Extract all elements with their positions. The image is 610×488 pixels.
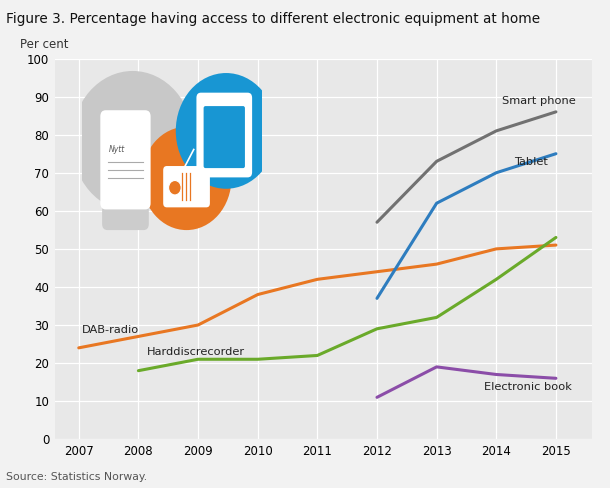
Circle shape — [168, 181, 181, 195]
FancyBboxPatch shape — [100, 110, 151, 209]
FancyBboxPatch shape — [196, 93, 252, 178]
FancyBboxPatch shape — [102, 187, 149, 230]
FancyBboxPatch shape — [163, 166, 210, 207]
Circle shape — [71, 71, 194, 211]
Text: Tablet: Tablet — [514, 157, 548, 167]
Text: Figure 3. Percentage having access to different electronic equipment at home: Figure 3. Percentage having access to di… — [6, 12, 540, 26]
Text: DAB-radio: DAB-radio — [82, 325, 139, 335]
Text: Smart phone: Smart phone — [502, 96, 576, 106]
Text: Source: Statistics Norway.: Source: Statistics Norway. — [6, 472, 147, 482]
Text: Electronic book: Electronic book — [484, 382, 572, 391]
Circle shape — [176, 73, 276, 189]
FancyBboxPatch shape — [204, 106, 245, 168]
Polygon shape — [239, 129, 248, 172]
Circle shape — [142, 127, 231, 230]
Text: Nytt: Nytt — [109, 145, 126, 154]
Text: Harddiscrecorder: Harddiscrecorder — [148, 347, 245, 357]
Text: Per cent: Per cent — [20, 38, 68, 51]
